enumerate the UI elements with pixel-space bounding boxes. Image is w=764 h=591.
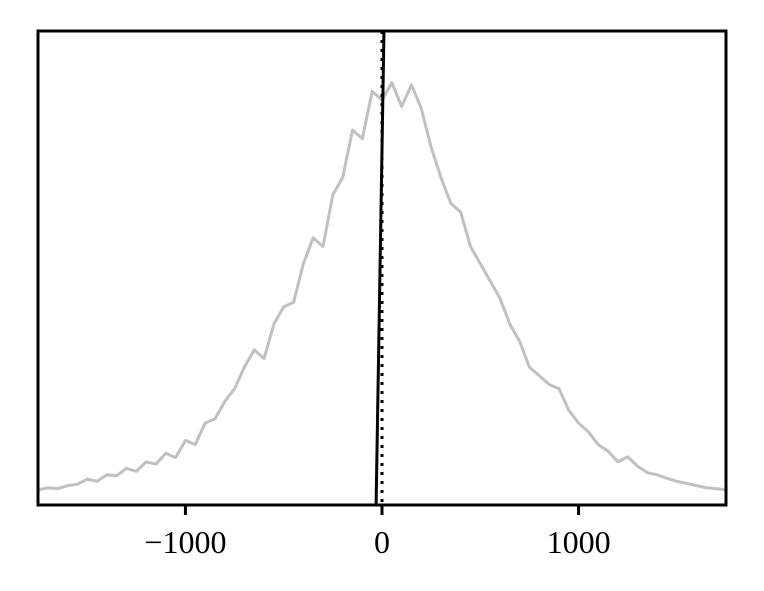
chart-svg: −1000 0 1000: [0, 0, 764, 591]
xtick-label: −1000: [144, 524, 226, 560]
distribution-chart: −1000 0 1000: [0, 0, 764, 591]
xtick-label: 1000: [547, 524, 611, 560]
xtick-label: 0: [374, 524, 390, 560]
